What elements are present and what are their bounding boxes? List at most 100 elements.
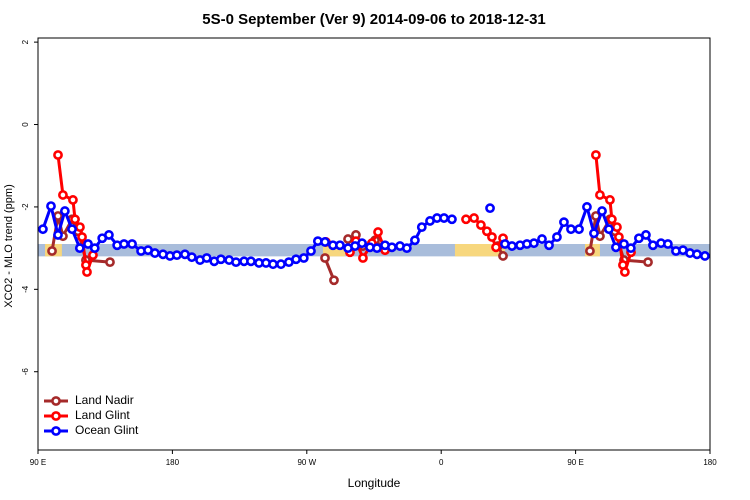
point bbox=[268, 259, 278, 270]
point bbox=[358, 253, 368, 263]
point bbox=[58, 190, 68, 200]
point bbox=[604, 224, 614, 235]
point bbox=[357, 238, 367, 249]
point bbox=[461, 214, 471, 225]
y-tick-label: -6 bbox=[21, 368, 30, 376]
point bbox=[83, 239, 93, 249]
point bbox=[89, 243, 100, 254]
point bbox=[529, 238, 539, 249]
point bbox=[611, 242, 621, 253]
point bbox=[59, 206, 70, 216]
point bbox=[104, 230, 114, 240]
x-axis-label: Longitude bbox=[348, 476, 401, 490]
point bbox=[291, 254, 301, 265]
point bbox=[574, 224, 584, 235]
y-tick-label: -2 bbox=[21, 203, 30, 211]
legend-marker bbox=[51, 396, 61, 406]
point bbox=[612, 222, 622, 233]
point bbox=[648, 240, 658, 251]
legend-marker bbox=[51, 411, 61, 421]
plot-frame bbox=[37, 37, 711, 451]
point bbox=[68, 195, 78, 205]
point bbox=[597, 206, 607, 216]
point bbox=[469, 213, 479, 223]
y-tick-label: 2 bbox=[21, 39, 30, 44]
point bbox=[476, 220, 486, 230]
point bbox=[614, 232, 624, 242]
point bbox=[485, 203, 495, 214]
point bbox=[372, 243, 382, 254]
point bbox=[662, 239, 673, 249]
y-tick-label: -4 bbox=[21, 285, 30, 293]
x-tick-label: 90 E bbox=[30, 458, 46, 467]
point bbox=[537, 234, 547, 244]
x-tick-label: 180 bbox=[703, 458, 717, 467]
point bbox=[625, 243, 636, 254]
point bbox=[231, 257, 241, 268]
point bbox=[246, 256, 256, 267]
point bbox=[276, 259, 286, 270]
point bbox=[491, 242, 501, 253]
point bbox=[53, 150, 63, 160]
point bbox=[559, 217, 569, 228]
point bbox=[47, 246, 57, 256]
x-tick-label: 180 bbox=[166, 458, 180, 467]
point bbox=[320, 253, 330, 263]
point bbox=[82, 267, 92, 277]
point bbox=[552, 232, 562, 242]
point bbox=[582, 202, 592, 212]
point bbox=[566, 224, 576, 235]
point bbox=[105, 257, 115, 268]
point bbox=[439, 213, 449, 223]
point bbox=[53, 230, 63, 240]
point bbox=[119, 239, 129, 249]
point bbox=[329, 275, 339, 286]
legend-marker bbox=[51, 426, 61, 436]
x-tick-label: 0 bbox=[439, 458, 444, 467]
legend-label: Land Nadir bbox=[75, 393, 134, 407]
point bbox=[320, 237, 330, 247]
point bbox=[641, 230, 651, 240]
point bbox=[75, 222, 85, 233]
point bbox=[544, 240, 554, 251]
point bbox=[186, 252, 197, 263]
point bbox=[298, 253, 309, 263]
point bbox=[447, 214, 457, 225]
point bbox=[619, 267, 630, 277]
point bbox=[410, 235, 420, 246]
point bbox=[201, 253, 212, 263]
point bbox=[373, 227, 383, 237]
point bbox=[150, 248, 160, 258]
point bbox=[507, 241, 517, 251]
point bbox=[306, 246, 316, 256]
point bbox=[401, 243, 412, 254]
point bbox=[416, 222, 427, 233]
point bbox=[343, 234, 353, 244]
point bbox=[127, 239, 137, 249]
point bbox=[643, 257, 653, 268]
point bbox=[387, 242, 397, 253]
point bbox=[171, 250, 182, 261]
point bbox=[498, 251, 508, 261]
point bbox=[692, 249, 702, 260]
point bbox=[335, 240, 345, 251]
chart-title: 5S-0 September (Ver 9) 2014-09-06 to 201… bbox=[202, 11, 546, 28]
point bbox=[589, 228, 599, 239]
point bbox=[605, 195, 615, 205]
y-axis-label: XCO2 - MLO trend (ppm) bbox=[3, 184, 15, 307]
point bbox=[216, 254, 226, 265]
point bbox=[481, 226, 492, 237]
point bbox=[74, 243, 85, 254]
point bbox=[595, 190, 605, 200]
point bbox=[46, 201, 56, 211]
point bbox=[619, 239, 629, 249]
point bbox=[606, 214, 617, 225]
point bbox=[38, 224, 48, 235]
point bbox=[585, 246, 595, 256]
legend-label: Ocean Glint bbox=[75, 423, 139, 437]
point bbox=[67, 224, 77, 235]
legend-label: Land Glint bbox=[75, 408, 130, 422]
point bbox=[70, 214, 80, 225]
point bbox=[700, 251, 710, 261]
